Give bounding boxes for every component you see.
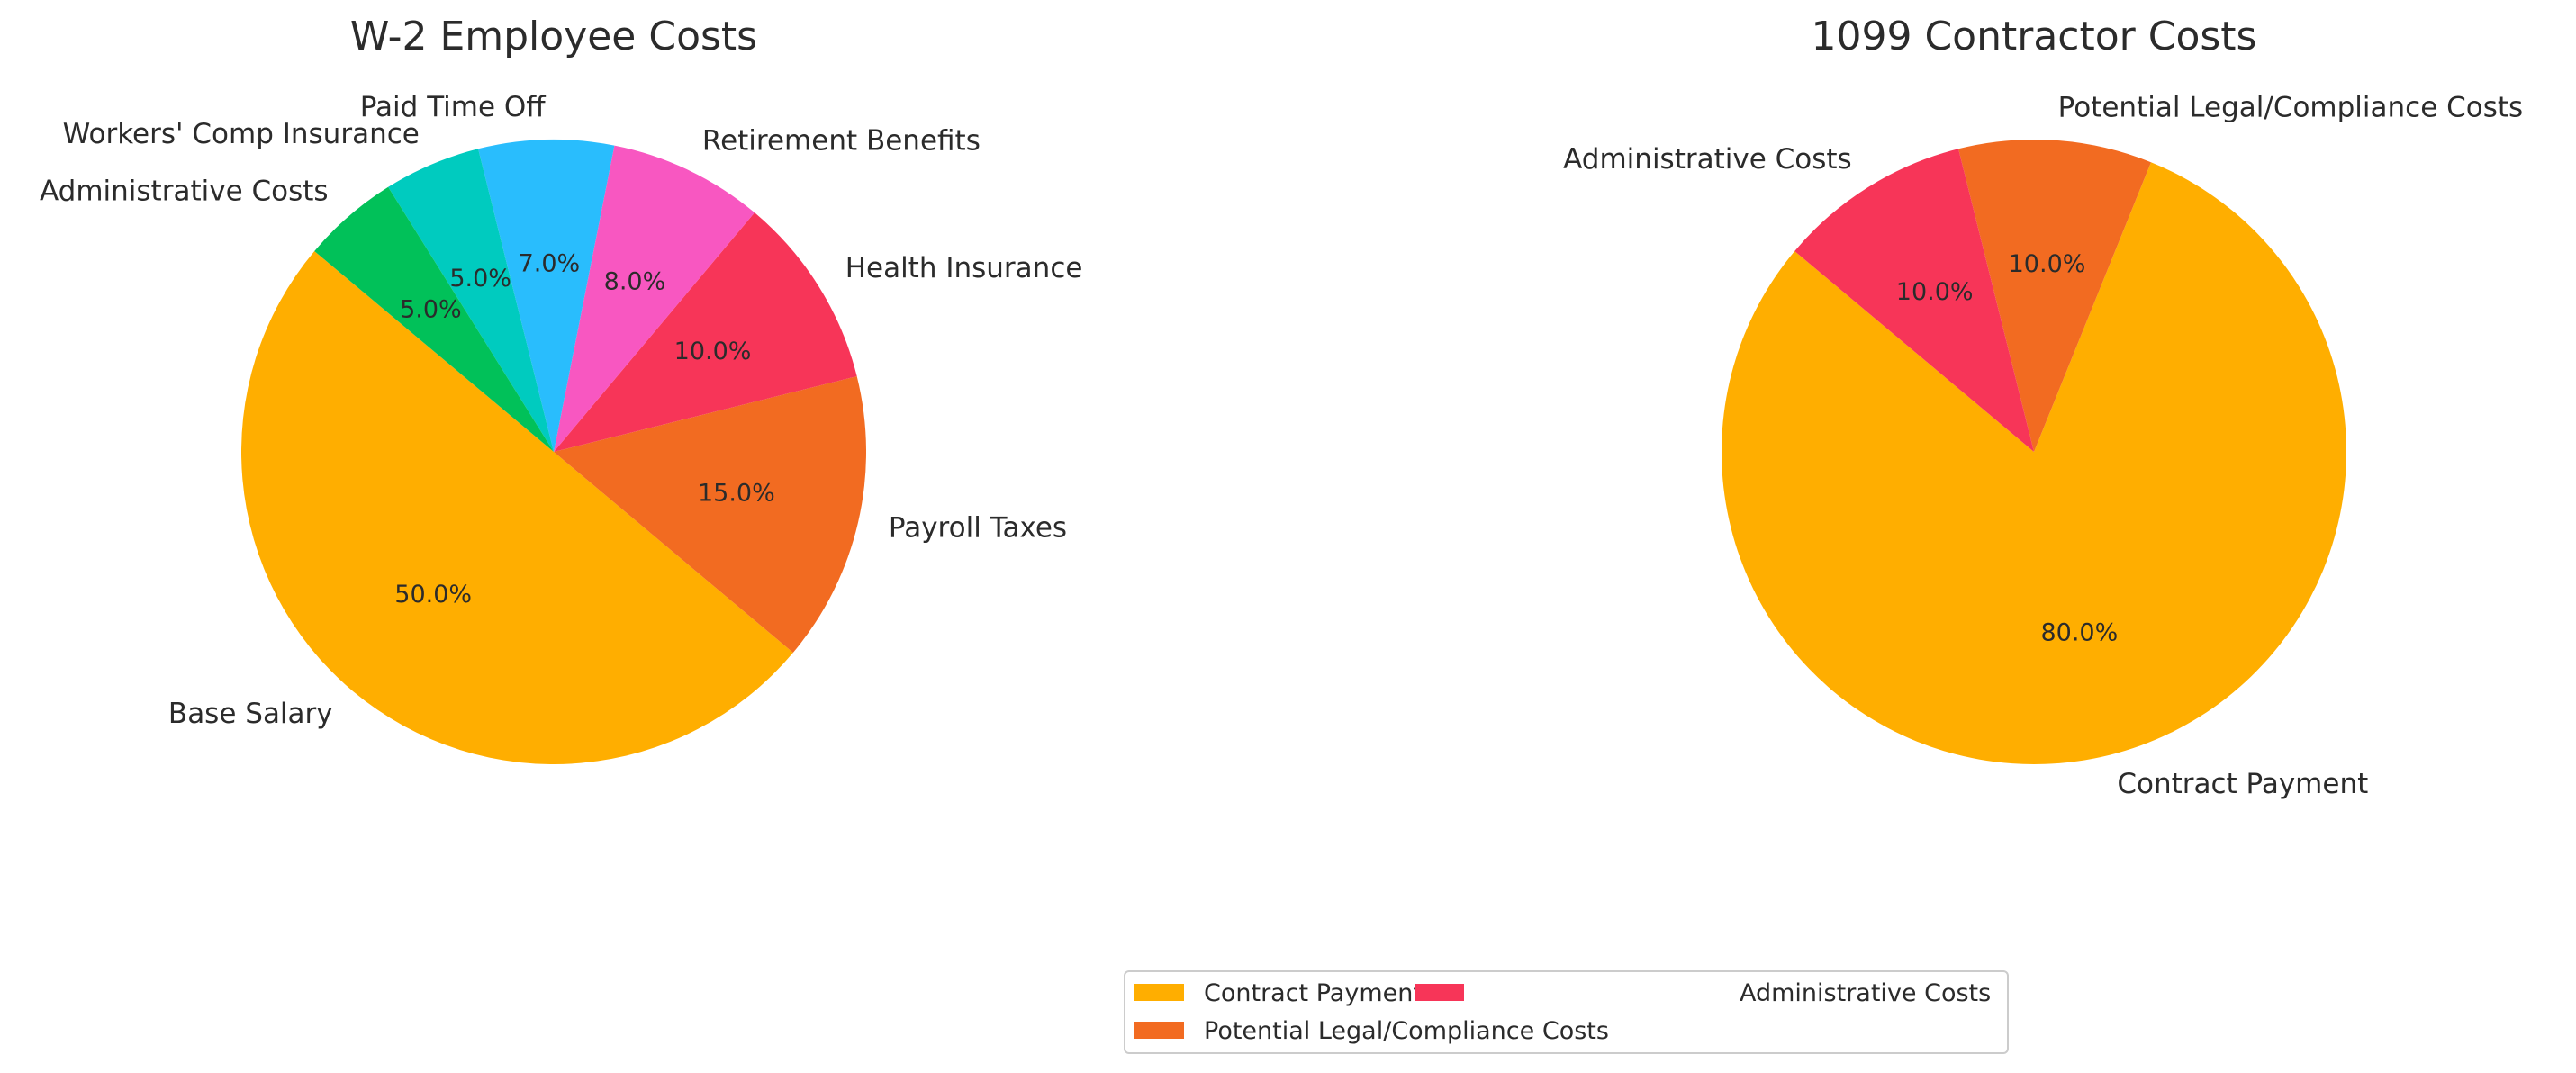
legend: Contract Payment Potential Legal/Complia…: [1124, 970, 2009, 1054]
pie-slice-health-insurance: [554, 212, 857, 453]
pie-label-health-insurance: Health Insurance: [845, 252, 1083, 284]
pie-pct-label-payroll-taxes: 15.0%: [698, 479, 775, 507]
legend-swatch-contract-payment: [1134, 984, 1184, 1001]
pie-label-contract-payment: Contract Payment: [2117, 768, 2368, 800]
pie-1099: Contract Payment 80.0% Potential Legal/Com…: [1563, 92, 2523, 800]
pie-pct-label-administrative-costs: 10.0%: [1896, 278, 1974, 306]
legend-label-legal-compliance: Potential Legal/Compliance Costs: [1204, 1017, 1609, 1045]
legend-label-administrative-costs: Administrative Costs: [1740, 979, 1991, 1007]
pie-pct-label-potential-legal-compliance-costs: 10.0%: [2009, 250, 2086, 278]
pie-slice-payroll-taxes: [554, 376, 866, 654]
pie-slice-administrative-costs: [1794, 149, 2034, 453]
pie-label-workers-comp-insurance: Workers' Comp Insurance: [63, 118, 420, 150]
pie-slice-retirement-benefits: [554, 145, 755, 452]
pie-label-payroll-taxes: Payroll Taxes: [889, 511, 1067, 544]
pie-slice-paid-time-off: [478, 140, 615, 452]
pie-slice-workers-comp-insurance: [388, 149, 554, 453]
legend-swatch-administrative-costs: [1415, 984, 1464, 1001]
pie-slice-potential-legal-compliance-costs: [1958, 140, 2151, 453]
pie-label-paid-time-off: Paid Time Off: [360, 91, 547, 123]
pie-pct-label-base-salary: 50.0%: [394, 581, 472, 609]
legend-swatch-legal-compliance: [1134, 1022, 1184, 1039]
pie-w2: Base Salary 50.0% Payroll Taxes 15.0% Health…: [40, 91, 1082, 764]
chart-title-w2: W-2 Employee Costs: [350, 14, 757, 59]
pie-pct-label-health-insurance: 10.0%: [674, 338, 752, 365]
legend-label-contract-payment: Contract Payment: [1204, 979, 1423, 1007]
pie-pct-label-paid-time-off: 7.0%: [519, 249, 581, 277]
pie-slice-administrative-costs: [314, 186, 554, 453]
pie-slice-contract-payment: [1722, 162, 2346, 764]
pie-slice-base-salary: [241, 250, 793, 764]
pie-label-administrative-costs: Administrative Costs: [40, 175, 329, 207]
pie-label-base-salary: Base Salary: [168, 698, 333, 730]
pie-label-retirement-benefits: Retirement Benefits: [702, 124, 981, 157]
pie-label-administrative-costs: Administrative Costs: [1563, 143, 1852, 176]
pie-label-potential-legal-compliance-costs: Potential Legal/Compliance Costs: [2058, 92, 2524, 124]
pie-pct-label-retirement-benefits: 8.0%: [604, 268, 666, 296]
legend-frame: [1124, 970, 2009, 1054]
pie-pct-label-contract-payment: 80.0%: [2040, 619, 2118, 647]
pie-pct-label-administrative-costs: 5.0%: [400, 295, 462, 323]
pie-pct-label-workers-comp-insurance: 5.0%: [449, 265, 511, 293]
chart-title-1099: 1099 Contractor Costs: [1812, 14, 2257, 59]
